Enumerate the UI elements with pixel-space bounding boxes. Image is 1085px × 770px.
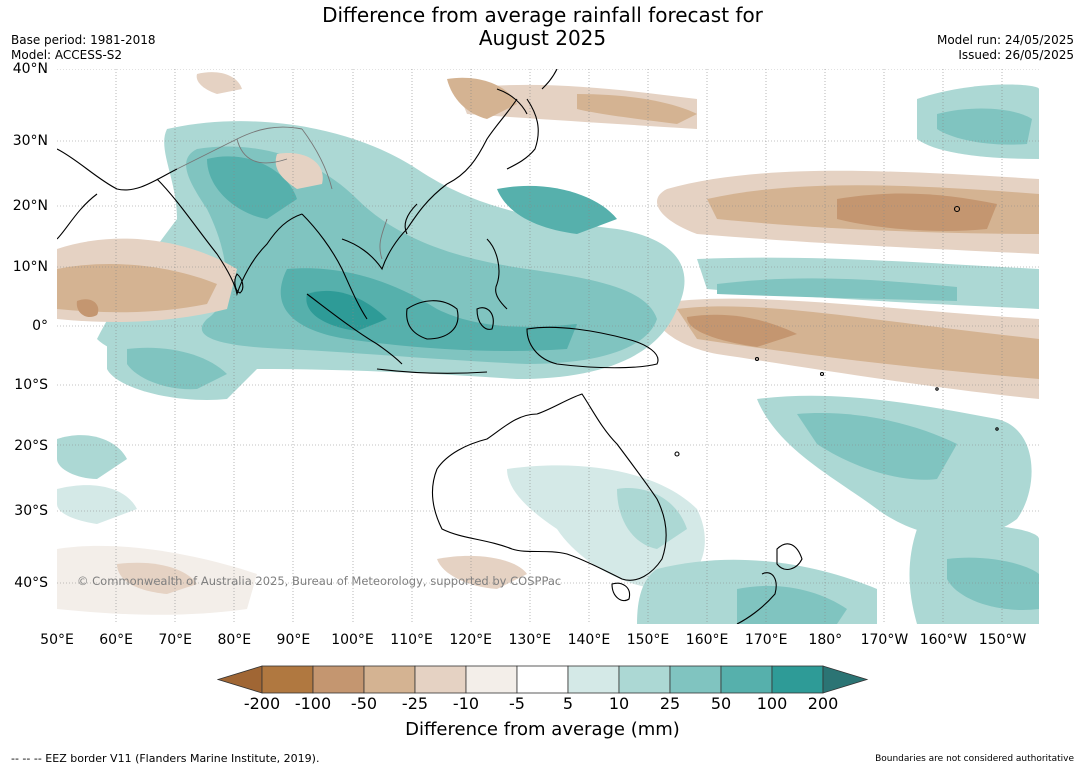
- graticule: [57, 69, 1039, 624]
- colorbar-extend-high: [822, 665, 869, 694]
- colorbar-segment: [414, 665, 467, 694]
- colorbar-tick-label: 50: [710, 694, 732, 713]
- lat-label: 10°S: [14, 377, 48, 393]
- colorbar-segment: [669, 665, 722, 694]
- title-line-2: August 2025: [478, 26, 607, 50]
- lat-label: 40°N: [12, 61, 48, 77]
- copyright-watermark: © Commonwealth of Australia 2025, Bureau…: [77, 574, 561, 588]
- colorbar-tick-label: 200: [807, 694, 839, 713]
- lon-label: 170°W: [860, 632, 909, 648]
- colorbar-tick-label: -5: [509, 694, 525, 713]
- colorbar-segment: [363, 665, 416, 694]
- colorbar-tick-label: -100: [294, 694, 332, 713]
- colorbar-tick-label: -200: [243, 694, 281, 713]
- lon-label: 80°E: [217, 632, 252, 648]
- lon-label: 120°E: [449, 632, 492, 648]
- lon-label: 160°E: [685, 632, 729, 648]
- lon-label: 50°E: [40, 632, 74, 648]
- country-borders: [176, 126, 388, 260]
- lat-label: 0°: [32, 318, 48, 334]
- lat-label: 30°N: [12, 133, 48, 149]
- colorbar-tick-label: -10: [452, 694, 480, 713]
- lat-label: 20°S: [14, 438, 48, 454]
- lon-label: 110°E: [390, 632, 433, 648]
- lat-label: 30°S: [14, 503, 48, 519]
- colorbar-tick-label: -50: [350, 694, 378, 713]
- lat-label: 40°S: [14, 575, 48, 591]
- model-name: Model: ACCESS-S2: [11, 48, 123, 62]
- colorbar-segment: [567, 665, 620, 694]
- colorbar-segment: [312, 665, 365, 694]
- colorbar-title: Difference from average (mm): [405, 719, 680, 740]
- lon-label: 150°W: [978, 632, 1027, 648]
- lon-label: 180°: [808, 632, 843, 648]
- lon-label: 170°E: [744, 632, 788, 648]
- colorbar-tick-label: 5: [562, 694, 574, 713]
- colorbar-segment: [516, 665, 569, 694]
- lon-label: 150°E: [626, 632, 670, 648]
- colorbar-extend-low: [217, 665, 263, 694]
- colorbar-segment: [261, 665, 314, 694]
- meta-right: Model run: 24/05/2025 Issued: 26/05/2025: [937, 33, 1074, 63]
- lon-label: 160°W: [919, 632, 968, 648]
- colorbar-segment: [771, 665, 824, 694]
- boundaries-note: Boundaries are not considered authoritat…: [875, 754, 1074, 764]
- base-period: Base period: 1981-2018: [11, 33, 156, 47]
- colorbar-segment: [465, 665, 518, 694]
- colorbar-tick-label: 100: [756, 694, 788, 713]
- colorbar-tick-label: 10: [608, 694, 630, 713]
- lat-label: 10°N: [12, 259, 48, 275]
- meta-left: Base period: 1981-2018 Model: ACCESS-S2: [11, 33, 156, 63]
- lon-label: 70°E: [158, 632, 193, 648]
- colorbar: [217, 665, 869, 694]
- lon-label: 60°E: [99, 632, 133, 648]
- colorbar-tick-label: -25: [401, 694, 429, 713]
- lat-label: 20°N: [12, 198, 48, 214]
- model-run: Model run: 24/05/2025: [936, 33, 1074, 47]
- colorbar-segment: [618, 665, 671, 694]
- anomaly-fields: [57, 72, 1039, 624]
- title-line-1: Difference from average rainfall forecas…: [322, 3, 763, 27]
- lon-label: 140°E: [567, 632, 611, 648]
- rainfall-anomaly-map: © Commonwealth of Australia 2025, Bureau…: [57, 69, 1039, 624]
- page-title: Difference from average rainfall forecas…: [0, 4, 1085, 50]
- coastlines: [57, 69, 999, 624]
- colorbar-tick-label: 25: [659, 694, 681, 713]
- issued-date: Issued: 26/05/2025: [958, 48, 1074, 62]
- lon-label: 90°E: [276, 632, 311, 648]
- eez-note: -- -- -- EEZ border V11 (Flanders Marine…: [11, 752, 320, 765]
- lon-label: 100°E: [331, 632, 374, 648]
- colorbar-segment: [720, 665, 773, 694]
- lon-label: 130°E: [508, 632, 552, 648]
